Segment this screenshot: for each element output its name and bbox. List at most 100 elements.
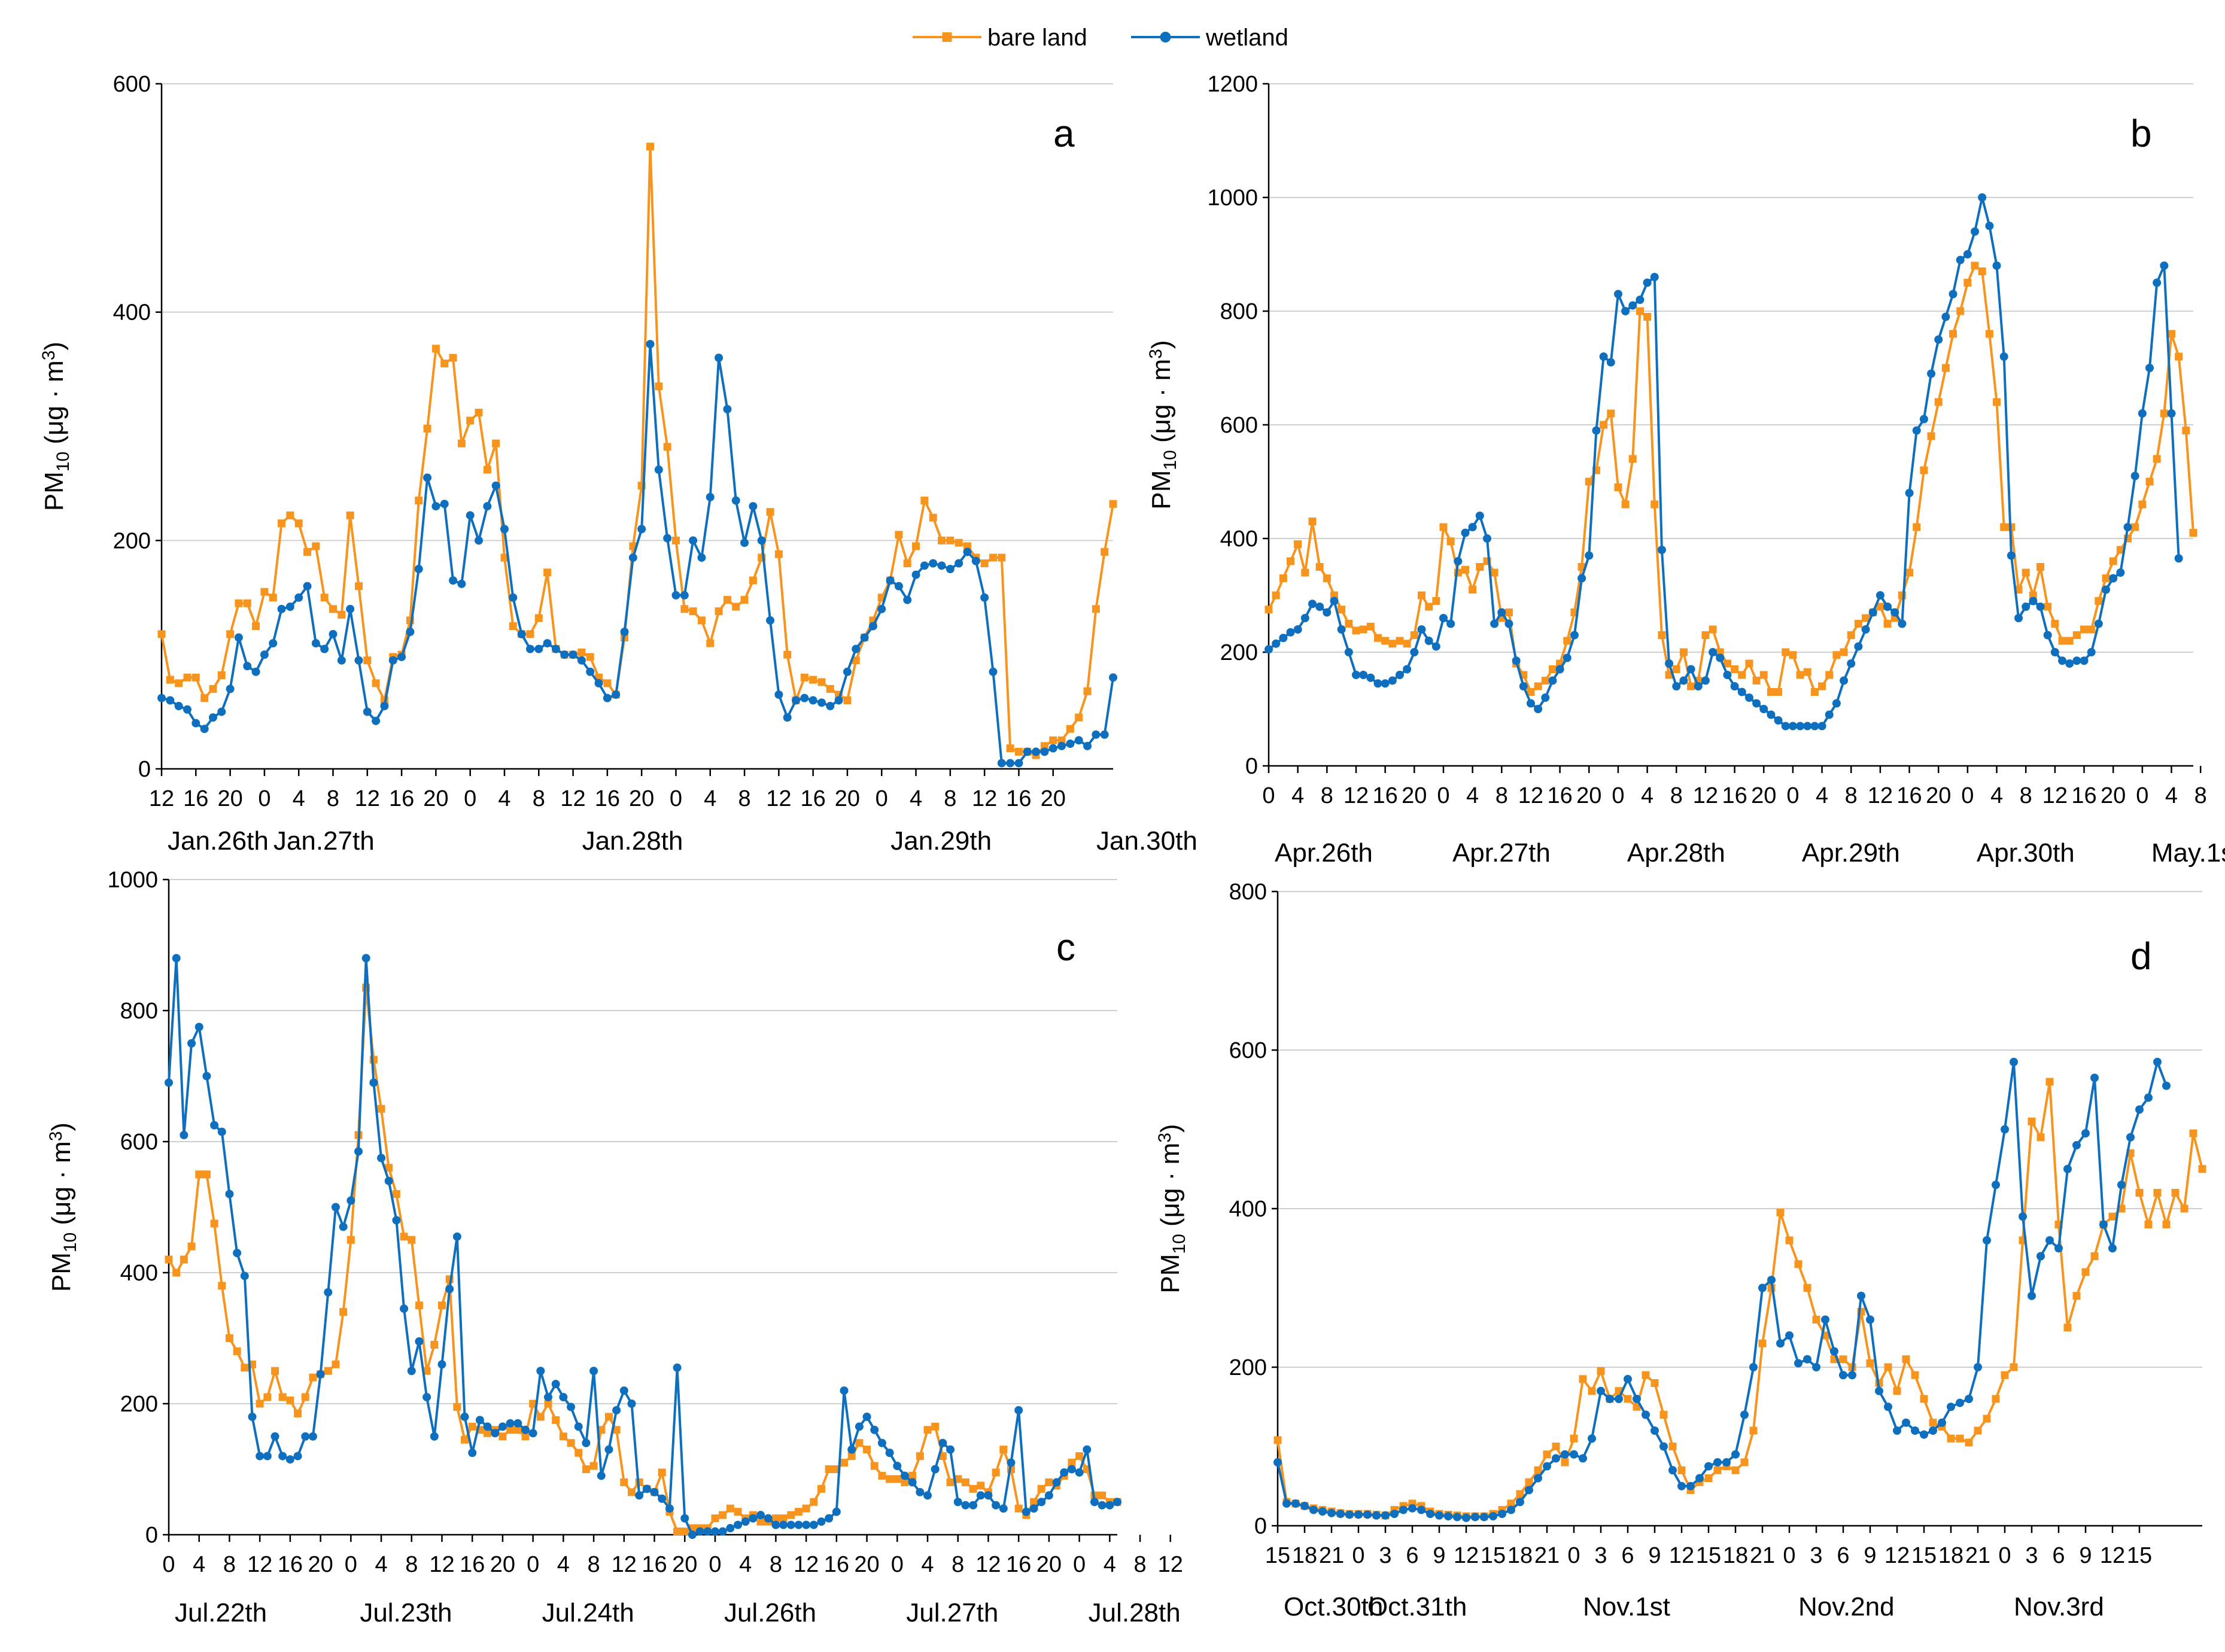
data-point: [1410, 648, 1419, 656]
data-point: [663, 534, 672, 543]
x-tick-label: 6: [1621, 1543, 1634, 1568]
data-point: [560, 650, 569, 659]
x-tick-label: 20: [629, 786, 654, 811]
y-tick-label: 0: [1245, 754, 1258, 779]
data-point: [2010, 1363, 2018, 1371]
data-point: [603, 693, 612, 702]
data-point: [1672, 682, 1681, 690]
data-point: [1686, 665, 1695, 674]
data-point: [1037, 1498, 1046, 1507]
data-point: [794, 1508, 803, 1516]
data-point: [208, 713, 217, 722]
data-point: [1543, 1450, 1551, 1459]
data-point: [894, 582, 903, 591]
data-point: [1920, 466, 1928, 474]
data-point: [449, 354, 457, 362]
data-point: [703, 1527, 712, 1536]
y-axis-label-sup: 3: [39, 351, 59, 361]
data-point: [1109, 673, 1117, 682]
data-point: [1983, 1414, 1991, 1423]
data-point: [2108, 1212, 2117, 1221]
x-tick-label: 20: [423, 786, 448, 811]
data-point: [826, 702, 835, 711]
data-point: [194, 1023, 203, 1032]
data-point: [225, 1189, 234, 1198]
data-point: [1323, 574, 1331, 582]
data-point: [1577, 574, 1586, 583]
date-label: Jul.24th: [542, 1598, 634, 1627]
data-point: [642, 1484, 651, 1493]
data-point: [2162, 1081, 2171, 1090]
data-point: [384, 1176, 393, 1185]
data-point: [392, 1216, 401, 1225]
x-tick-label: 4: [739, 1552, 752, 1577]
data-point: [509, 622, 517, 630]
data-point: [1291, 1499, 1300, 1508]
x-tick-label: 12: [975, 1552, 1001, 1577]
data-point: [938, 1438, 947, 1447]
data-point: [1075, 1452, 1084, 1461]
x-tick-label: 4: [557, 1552, 570, 1577]
data-point: [2050, 648, 2059, 656]
x-tick-label: 12: [1454, 1543, 1479, 1568]
data-point: [992, 1468, 1000, 1477]
data-point: [612, 1426, 621, 1434]
data-point: [1730, 682, 1739, 690]
data-point: [969, 1501, 978, 1510]
data-point: [1847, 659, 1856, 668]
data-point: [303, 582, 312, 591]
data-point: [2153, 1189, 2162, 1197]
data-point: [1902, 1355, 1910, 1364]
data-point: [817, 678, 826, 686]
x-tick-label: 12: [612, 1552, 637, 1577]
data-point: [992, 1501, 1001, 1510]
data-point: [1067, 1465, 1076, 1474]
data-point: [1563, 653, 1572, 662]
data-point: [1323, 608, 1332, 617]
data-point: [1279, 574, 1287, 582]
data-point: [1351, 671, 1360, 679]
y-tick-label: 800: [120, 999, 158, 1024]
data-point: [1040, 742, 1048, 750]
data-point: [461, 1435, 469, 1444]
data-point: [1424, 637, 1433, 645]
data-point: [711, 1514, 719, 1523]
y-tick-label: 200: [113, 528, 151, 553]
data-point: [650, 1487, 659, 1496]
series-bare-land: [1265, 261, 2197, 696]
data-point: [303, 547, 312, 556]
data-point: [1628, 455, 1637, 463]
data-point: [1650, 500, 1659, 509]
data-point: [1548, 676, 1557, 685]
data-point: [466, 511, 475, 520]
data-point: [1446, 537, 1455, 546]
data-point: [852, 656, 860, 665]
data-point: [400, 1304, 409, 1313]
data-point: [1585, 477, 1593, 486]
data-point: [695, 1527, 704, 1536]
data-point: [1279, 634, 1288, 643]
data-point: [1044, 1491, 1053, 1500]
data-point: [1658, 631, 1666, 639]
data-point: [1875, 1386, 1883, 1395]
x-tick-label: 20: [854, 1552, 879, 1577]
data-point: [392, 1190, 400, 1198]
date-label: Jan.28th: [582, 826, 683, 856]
data-point: [732, 603, 740, 611]
data-point: [619, 1386, 628, 1395]
data-point: [1516, 1498, 1524, 1507]
data-point: [1893, 1426, 1901, 1435]
data-point: [2153, 278, 2162, 287]
data-point: [457, 439, 466, 448]
x-tick-label: 15: [1265, 1543, 1290, 1568]
data-point: [612, 1405, 621, 1414]
data-point: [1782, 648, 1790, 656]
data-point: [920, 497, 929, 505]
data-point: [2019, 1212, 2027, 1221]
data-point: [2022, 603, 2031, 611]
data-point: [475, 409, 483, 417]
x-tick-label: 4: [293, 786, 305, 811]
data-point: [1956, 255, 1965, 264]
data-point: [766, 508, 774, 516]
data-point: [1265, 645, 1273, 654]
